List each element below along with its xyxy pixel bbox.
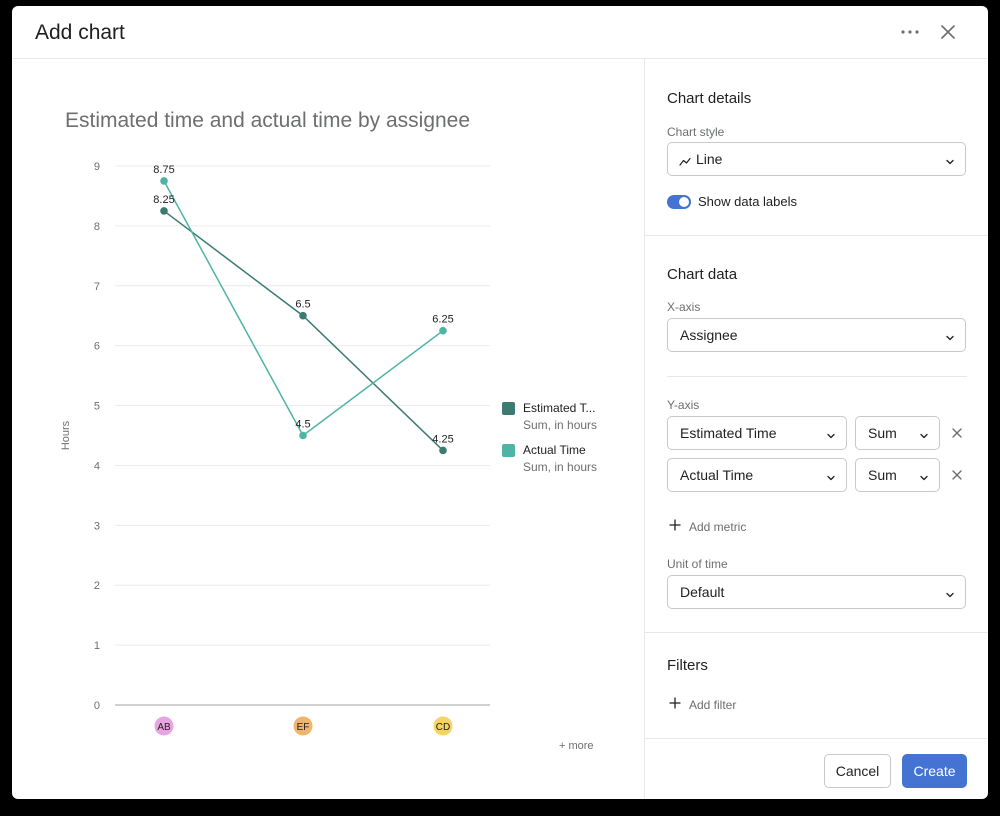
data-point [299, 431, 307, 440]
unit-of-time-label: Unit of time [667, 557, 728, 571]
plus-icon [669, 519, 681, 534]
metric-aggregation-value: Sum [868, 467, 897, 483]
section-title: Chart data [667, 266, 738, 283]
add-metric-label: Add metric [689, 519, 747, 534]
unit-of-time-select[interactable]: Default [667, 575, 966, 609]
chart-style-select[interactable]: Line [667, 142, 966, 176]
toggle-knob [679, 197, 689, 207]
avatar [433, 716, 453, 736]
x-tick-label: EF [297, 722, 310, 733]
chart-style-value: Line [696, 151, 723, 167]
dialog-title: Add chart [35, 21, 125, 44]
cancel-button[interactable]: Cancel [824, 754, 891, 788]
y-axis-label: Hours [60, 420, 72, 450]
y-tick-label: 0 [94, 700, 100, 712]
chart-settings-panel: Chart details Chart style Line Show data… [644, 59, 988, 799]
y-tick-label: 2 [94, 580, 100, 592]
metric-field-value: Actual Time [680, 467, 754, 483]
data-label: 6.25 [432, 314, 453, 326]
legend-series-name: Actual Time [523, 443, 586, 457]
avatar [293, 716, 313, 736]
y-tick-label: 5 [94, 401, 100, 413]
data-label: 8.25 [153, 194, 174, 206]
chevron-down-icon [945, 154, 955, 165]
data-point [160, 177, 168, 185]
data-point [299, 311, 307, 320]
y-tick-label: 6 [94, 341, 100, 353]
legend-swatch [502, 402, 515, 415]
chevron-down-icon [919, 428, 929, 439]
x-axis-label: X-axis [667, 300, 701, 314]
data-label: 4.25 [432, 433, 453, 445]
data-point [160, 207, 168, 215]
data-label: 6.5 [295, 299, 310, 311]
y-tick-label: 8 [94, 221, 100, 233]
section-title: Chart details [667, 90, 752, 107]
x-axis-value: Assignee [680, 327, 738, 343]
metric-aggregation-select[interactable]: Sum [855, 458, 940, 492]
y-axis-label: Y-axis [667, 398, 700, 412]
add-metric-button[interactable]: Add metric [669, 519, 746, 534]
legend-series-name: Estimated T... [523, 401, 596, 415]
chart-details-section: Chart details Chart style Line Show data… [645, 59, 988, 236]
section-title: Filters [667, 657, 708, 674]
remove-metric-icon[interactable] [950, 426, 964, 440]
legend-series-subtitle: Sum, in hours [523, 460, 598, 474]
add-chart-dialog: Add chart 0 1 2 3 4 5 6 7 8 9 Hours 8.25 6.5 4.25 8.75… [12, 6, 988, 799]
chevron-down-icon [826, 470, 836, 481]
add-filter-label: Add filter [689, 697, 737, 712]
close-icon[interactable] [936, 20, 960, 44]
add-filter-button[interactable]: Add filter [669, 697, 736, 712]
legend-swatch [502, 444, 515, 457]
chevron-down-icon [919, 470, 929, 481]
y-tick-label: 9 [94, 161, 100, 173]
x-axis-select[interactable]: Assignee [667, 318, 966, 352]
metric-aggregation-value: Sum [868, 425, 897, 441]
dialog-footer: Cancel Create [645, 739, 988, 799]
chart-style-label: Chart style [667, 125, 725, 139]
chart-title: Estimated time and actual time by assign… [65, 109, 471, 132]
metric-field-select[interactable]: Actual Time [667, 458, 847, 492]
create-button[interactable]: Create [902, 754, 967, 788]
y-tick-label: 1 [94, 640, 100, 652]
y-tick-label: 3 [94, 520, 100, 532]
data-point [439, 446, 447, 455]
data-label: 8.75 [153, 164, 174, 176]
more-options-icon[interactable] [898, 20, 922, 44]
remove-metric-icon[interactable] [950, 468, 964, 482]
more-link[interactable]: + more [559, 740, 594, 752]
x-tick-label: AB [157, 722, 171, 733]
filters-section: Filters Add filter [645, 633, 988, 739]
avatar [154, 716, 174, 736]
y-tick-label: 7 [94, 281, 100, 293]
chart-preview: 0 1 2 3 4 5 6 7 8 9 Hours 8.25 6.5 4.25 8.75 4.5 6.25 AB E… [12, 59, 644, 799]
line-chart-icon [679, 154, 691, 166]
chevron-down-icon [945, 330, 955, 341]
chevron-down-icon [826, 428, 836, 439]
plus-icon [669, 697, 681, 712]
metric-field-select[interactable]: Estimated Time [667, 416, 847, 450]
metric-aggregation-select[interactable]: Sum [855, 416, 940, 450]
dialog-header: Add chart [12, 6, 988, 59]
chart-data-section: Chart data X-axis Assignee Y-axis Estima… [645, 236, 988, 633]
y-tick-label: 4 [94, 460, 100, 472]
metric-field-value: Estimated Time [680, 425, 777, 441]
legend-series-subtitle: Sum, in hours [523, 418, 598, 432]
data-label: 4.5 [295, 419, 310, 431]
show-data-labels-toggle[interactable] [667, 195, 691, 209]
line-chart: 0 1 2 3 4 5 6 7 8 9 Hours 8.25 6.5 4.25 8.75 4.5 6.25 AB E… [60, 161, 490, 736]
show-data-labels-label: Show data labels [698, 194, 798, 209]
x-tick-label: CD [436, 722, 450, 733]
data-point [439, 326, 447, 335]
series-line-1 [163, 210, 444, 452]
unit-of-time-value: Default [680, 584, 725, 600]
chevron-down-icon [945, 587, 955, 598]
divider [667, 376, 967, 377]
